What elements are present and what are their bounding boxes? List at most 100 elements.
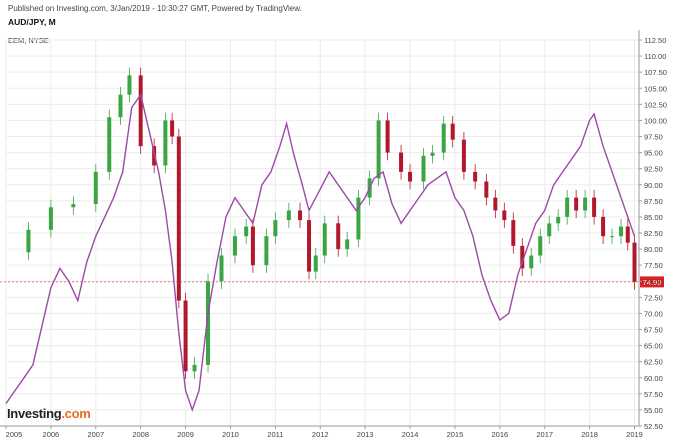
candle-body	[421, 155, 426, 182]
candle-body	[232, 236, 237, 256]
candle-body	[547, 223, 552, 237]
x-tick-label: 2012	[312, 430, 329, 439]
y-tick-label: 92.50	[644, 165, 663, 174]
candle-body	[632, 242, 637, 282]
candle-body	[219, 255, 224, 282]
published-caption: Published on Investing.com, 3/Jan/2019 -…	[8, 4, 302, 13]
x-tick-label: 2017	[536, 430, 553, 439]
candlestick-series	[26, 67, 637, 380]
y-tick-label: 55.00	[644, 406, 663, 415]
x-tick-label: 2006	[43, 430, 60, 439]
candle-body	[273, 220, 278, 237]
candle-body	[502, 210, 507, 221]
candle-body	[385, 120, 390, 153]
y-tick-label: 77.50	[644, 261, 663, 270]
candle-body	[430, 152, 435, 156]
candle-body	[264, 236, 269, 266]
y-axis: 52.50 55.00 57.50 60.00 62.50 65.00 67.50 70.00…	[639, 36, 667, 431]
y-tick-label: 105.00	[644, 84, 667, 93]
candle-body	[493, 197, 498, 211]
y-tick-label: 75.00	[644, 277, 663, 286]
candle-body	[244, 226, 249, 237]
candle-body	[484, 181, 489, 198]
y-tick-label: 62.50	[644, 358, 663, 367]
y-tick-label: 97.50	[644, 133, 663, 142]
y-tick-label: 95.00	[644, 149, 663, 158]
x-tick-label: 2009	[177, 430, 194, 439]
y-tick-label: 65.00	[644, 342, 663, 351]
y-tick-label: 72.50	[644, 293, 663, 302]
candle-body	[441, 123, 446, 153]
x-tick-label: 2015	[447, 430, 464, 439]
last-price-label: 74.90	[643, 278, 662, 287]
y-tick-label: 57.50	[644, 390, 663, 399]
candle-body	[107, 117, 112, 172]
candle-body	[345, 239, 350, 250]
y-tick-label: 85.00	[644, 213, 663, 222]
investing-logo: Investing.com	[7, 406, 91, 421]
candle-body	[127, 75, 132, 95]
candle-body	[48, 207, 53, 230]
candle-body	[556, 216, 561, 224]
x-axis: 2005 2006 2007 2008 2009 2010 2011 2012 2013 2014…	[5, 426, 643, 439]
candle-body	[520, 245, 525, 269]
x-tick-label: 2010	[222, 430, 239, 439]
candle-body	[592, 197, 597, 217]
candle-body	[250, 226, 255, 266]
candle-body	[511, 220, 516, 246]
y-tick-label: 80.00	[644, 245, 663, 254]
chart-title: AUD/JPY, M	[8, 17, 56, 27]
x-tick-label: 2008	[132, 430, 149, 439]
candle-body	[138, 75, 143, 147]
overlay-line	[5, 93, 636, 413]
candle-body	[313, 255, 318, 272]
x-tick-label: 2018	[581, 430, 598, 439]
candle-body	[450, 123, 455, 140]
y-tick-label: 112.50	[644, 36, 666, 45]
candle-body	[286, 210, 291, 221]
x-tick-label: 2013	[357, 430, 374, 439]
logo-text: Investing	[7, 406, 62, 421]
candle-body	[307, 220, 312, 272]
x-tick-label: 2016	[491, 430, 508, 439]
y-tick-label: 52.50	[644, 422, 663, 431]
logo-suffix: .com	[61, 406, 91, 421]
x-tick-label: 2019	[626, 430, 643, 439]
chart-grid	[0, 30, 640, 427]
candle-body	[26, 229, 31, 253]
x-tick-label: 2007	[87, 430, 104, 439]
candle-body	[206, 281, 211, 365]
candle-body	[574, 197, 579, 211]
candle-body	[601, 216, 606, 237]
candle-body	[529, 255, 534, 269]
candle-body	[163, 120, 168, 166]
candle-body	[298, 210, 303, 221]
candle-body	[356, 197, 361, 240]
candle-body	[610, 236, 615, 238]
candle-body	[461, 139, 466, 172]
candle-body	[118, 94, 123, 118]
y-tick-label: 110.00	[644, 52, 666, 61]
x-tick-label: 2014	[402, 430, 419, 439]
candle-body	[71, 204, 76, 208]
candle-body	[322, 223, 327, 256]
candle-body	[473, 171, 478, 182]
candle-body	[170, 120, 175, 137]
last-price-badge	[640, 276, 664, 288]
y-tick-label: 102.50	[644, 100, 667, 109]
candle-body	[336, 223, 341, 250]
y-tick-label: 70.00	[644, 309, 663, 318]
last-price-marker: 74.90	[0, 276, 664, 288]
candle-body	[619, 226, 624, 237]
y-tick-label: 90.00	[644, 181, 663, 190]
candle-body	[183, 300, 188, 372]
candle-body	[583, 197, 588, 211]
overlay-line-series	[5, 93, 636, 413]
candle-body	[176, 136, 181, 301]
candle-body	[538, 236, 543, 256]
candle-body	[192, 364, 197, 372]
candle-body	[376, 120, 381, 179]
x-tick-label: 2005	[6, 430, 23, 439]
y-tick-label: 87.50	[644, 197, 663, 206]
